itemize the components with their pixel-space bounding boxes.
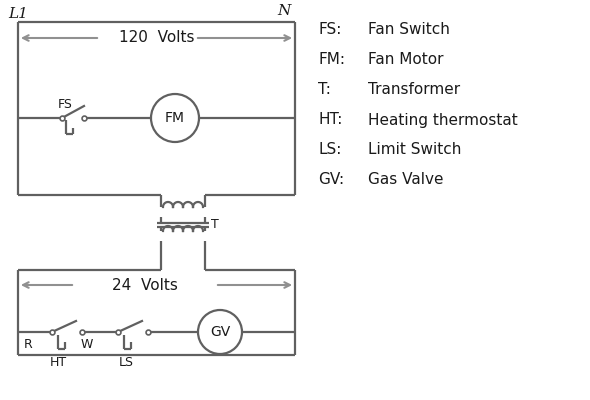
Text: 24  Volts: 24 Volts <box>112 278 178 292</box>
Text: FS: FS <box>58 98 73 110</box>
Text: LS: LS <box>119 356 133 368</box>
Text: Heating thermostat: Heating thermostat <box>368 112 518 128</box>
Text: Transformer: Transformer <box>368 82 460 98</box>
Text: Limit Switch: Limit Switch <box>368 142 461 158</box>
Text: GV:: GV: <box>318 172 344 188</box>
Text: T: T <box>211 218 219 232</box>
Text: L1: L1 <box>8 7 28 21</box>
Text: GV: GV <box>210 325 230 339</box>
Text: N: N <box>277 4 290 18</box>
Text: HT: HT <box>50 356 67 368</box>
Text: T:: T: <box>318 82 331 98</box>
Text: FS:: FS: <box>318 22 342 38</box>
Text: Fan Switch: Fan Switch <box>368 22 450 38</box>
Text: Fan Motor: Fan Motor <box>368 52 444 68</box>
Text: W: W <box>81 338 93 350</box>
Text: FM: FM <box>165 111 185 125</box>
Text: 120  Volts: 120 Volts <box>119 30 195 46</box>
Text: HT:: HT: <box>318 112 342 128</box>
Text: Gas Valve: Gas Valve <box>368 172 444 188</box>
Text: R: R <box>24 338 32 350</box>
Text: LS:: LS: <box>318 142 342 158</box>
Text: FM:: FM: <box>318 52 345 68</box>
